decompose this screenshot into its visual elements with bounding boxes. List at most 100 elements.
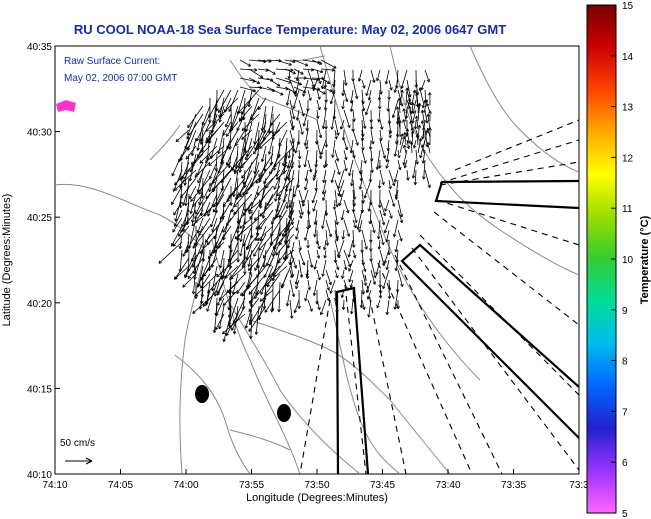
current-vector — [239, 217, 253, 229]
current-vector — [215, 297, 225, 317]
current-vector — [370, 259, 377, 279]
current-vector — [409, 141, 414, 154]
current-vector — [302, 109, 309, 127]
current-vector — [249, 313, 253, 340]
current-vector — [316, 89, 321, 100]
current-vector — [248, 273, 267, 295]
current-vector — [239, 177, 260, 198]
current-vector — [240, 97, 253, 115]
current-vector — [303, 229, 309, 241]
current-vector — [236, 281, 246, 295]
current-vector — [264, 289, 281, 313]
current-vector — [424, 109, 429, 124]
current-vector — [271, 209, 281, 225]
y-tick-label: 40:20 — [27, 299, 52, 310]
current-vector — [386, 139, 391, 151]
current-vector — [284, 68, 296, 75]
current-vector — [352, 149, 356, 159]
current-vector — [379, 139, 387, 159]
current-vector — [192, 297, 211, 314]
current-vector — [187, 129, 197, 151]
current-vector — [321, 189, 327, 201]
current-vector — [403, 159, 408, 169]
current-vector — [397, 97, 401, 114]
current-vector — [180, 209, 197, 233]
current-vector — [245, 137, 260, 161]
current-vector — [361, 299, 366, 310]
current-vector — [247, 201, 260, 212]
current-vector — [285, 89, 291, 106]
current-vector — [352, 249, 357, 259]
current-vector — [321, 179, 327, 195]
current-vector — [332, 199, 337, 210]
current-vector — [405, 87, 409, 106]
current-vector — [413, 119, 418, 130]
current-vector — [424, 169, 431, 189]
current-vector — [424, 69, 431, 83]
current-vector — [349, 279, 354, 288]
current-vector — [230, 145, 253, 171]
current-vector — [295, 109, 300, 121]
current-vector — [337, 179, 345, 197]
current-vector — [222, 313, 246, 335]
current-vector — [192, 193, 204, 208]
current-vector — [208, 89, 225, 118]
current-vector — [394, 259, 399, 272]
current-vector — [322, 169, 327, 183]
current-vector — [257, 97, 267, 111]
current-vector — [225, 209, 239, 227]
current-vector — [240, 153, 253, 169]
current-vector — [330, 109, 336, 130]
current-vector — [261, 201, 267, 219]
current-vector — [258, 185, 274, 203]
current-vector — [201, 105, 211, 126]
current-vector — [185, 145, 197, 160]
current-vector — [273, 145, 295, 168]
current-vector — [387, 289, 392, 300]
current-vector — [224, 113, 232, 128]
current-vector — [242, 225, 253, 247]
current-vector — [239, 233, 246, 257]
current-vector — [305, 119, 310, 132]
current-vector — [216, 289, 225, 306]
current-vector — [411, 102, 415, 114]
current-vector — [196, 121, 204, 151]
current-vector — [293, 59, 309, 67]
x-tick-label: 74:10 — [42, 480, 67, 491]
current-vector — [307, 89, 312, 101]
current-vector — [352, 219, 357, 229]
current-vector — [228, 297, 239, 326]
current-vector — [258, 233, 274, 251]
current-vector — [320, 77, 331, 84]
current-vector — [188, 185, 197, 200]
current-vector — [297, 149, 302, 160]
current-vector — [356, 209, 363, 230]
current-vector — [385, 299, 390, 315]
current-vector — [306, 239, 310, 249]
station-marker-2 — [277, 404, 291, 422]
current-vector — [190, 145, 211, 165]
current-vector — [228, 225, 239, 249]
current-vector — [421, 149, 426, 164]
current-vector — [259, 129, 281, 149]
current-vector — [242, 193, 260, 216]
current-vector — [284, 229, 291, 245]
current-vector — [264, 273, 281, 296]
current-vector — [260, 145, 267, 163]
current-vector — [323, 249, 327, 259]
current-vector — [361, 139, 365, 151]
current-vector — [249, 105, 260, 121]
current-vector — [325, 229, 330, 246]
current-vector — [301, 189, 309, 207]
current-vector — [316, 299, 321, 311]
current-vector — [289, 269, 294, 279]
current-vector — [320, 59, 337, 69]
current-vector — [272, 257, 288, 277]
current-vector — [190, 137, 197, 157]
current-vector — [397, 149, 401, 159]
current-vector — [236, 113, 246, 131]
current-vector — [343, 259, 348, 271]
current-vector — [319, 299, 327, 316]
current-vector — [334, 269, 339, 279]
current-vector — [295, 219, 300, 231]
